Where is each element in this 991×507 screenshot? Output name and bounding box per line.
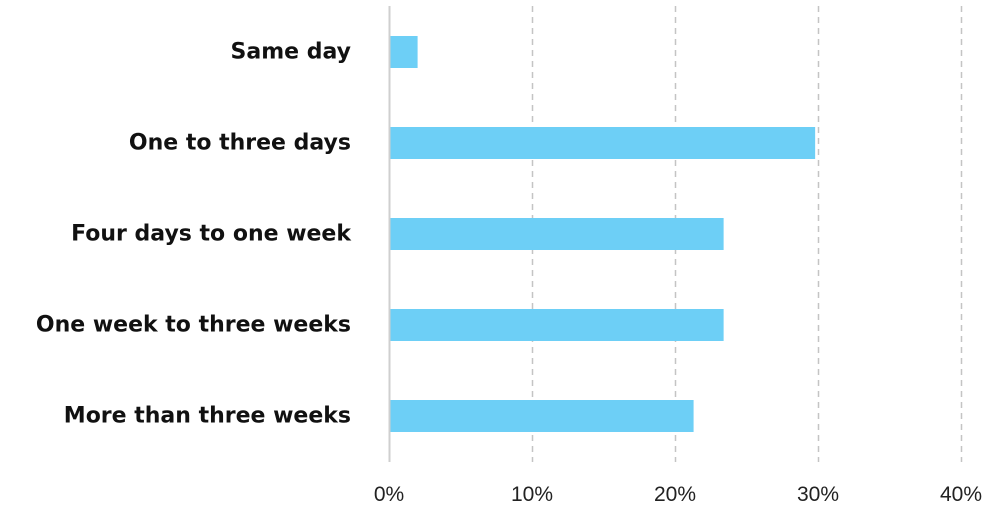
category-labels: Same day One to three days Four days to on… — [36, 40, 352, 429]
category-label-0: Same day — [231, 40, 351, 65]
bar-3 — [390, 309, 724, 341]
bars — [390, 36, 816, 432]
bar-0 — [390, 36, 418, 68]
category-label-1: One to three days — [129, 131, 351, 156]
x-tick-label-10: 10% — [511, 483, 553, 506]
x-tick-labels: 0% 10% 20% 30% 40% — [374, 483, 982, 506]
x-tick-label-20: 20% — [654, 483, 696, 506]
category-label-2: Four days to one week — [71, 222, 352, 247]
x-tick-label-30: 30% — [797, 483, 839, 506]
bar-4 — [390, 400, 694, 432]
category-label-3: One week to three weeks — [36, 313, 351, 338]
x-tick-label-40: 40% — [940, 483, 982, 506]
x-tick-label-0: 0% — [374, 483, 404, 506]
bar-1 — [390, 127, 816, 159]
category-label-4: More than three weeks — [64, 404, 351, 429]
bar-2 — [390, 218, 724, 250]
gridlines — [531, 6, 963, 462]
